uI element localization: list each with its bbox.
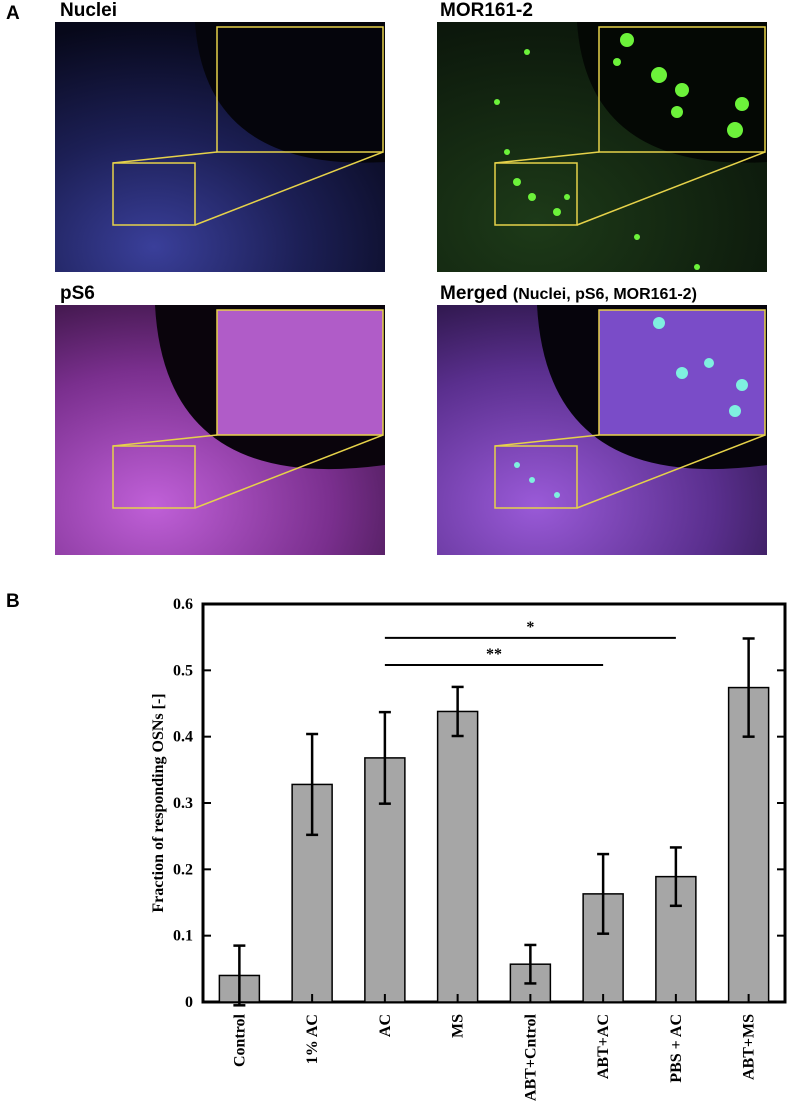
error-bar [306, 732, 319, 837]
x-tick-label: Control [231, 1013, 248, 1067]
image-label: pS6 [60, 283, 95, 304]
image-nuclei [55, 22, 385, 272]
bar [436, 710, 479, 1003]
y-tick-label: 0.5 [173, 662, 193, 679]
error-bar [742, 637, 755, 738]
y-tick-label: 0 [185, 994, 193, 1011]
x-tick-label: 1% AC [304, 1014, 321, 1064]
image-label: Merged (Nuclei, pS6, MOR161-2) [440, 283, 697, 304]
image-label: Nuclei [60, 0, 117, 21]
image-mor [437, 22, 767, 272]
bar [727, 686, 770, 1003]
image-merged [437, 305, 767, 555]
x-tick-label: MS [450, 1014, 467, 1038]
x-tick-label: ABT+MS [741, 1014, 758, 1080]
y-tick-label: 0.1 [173, 928, 193, 945]
x-tick-label: AC [377, 1014, 394, 1037]
image-label: Merged [440, 283, 508, 304]
significance-label: * [526, 619, 534, 636]
error-bar [378, 710, 391, 805]
y-tick-label: 0.4 [173, 729, 193, 746]
x-tick-label: ABT+AC [595, 1014, 612, 1079]
y-tick-label: 0.6 [173, 596, 193, 613]
x-tick-label: PBS + AC [668, 1014, 685, 1083]
y-tick-label: 0.2 [173, 861, 193, 878]
image-label: MOR161-2 [440, 0, 533, 21]
image-ps6 [55, 305, 385, 555]
error-bar [524, 943, 537, 985]
plot-frame [201, 602, 787, 1004]
panel-letter: A [6, 3, 20, 24]
x-tick-label: ABT+Cntrol [522, 1013, 539, 1101]
error-bar [669, 846, 682, 908]
image-sublabel: (Nuclei, pS6, MOR161-2) [513, 286, 697, 303]
significance-label: ** [486, 646, 502, 663]
y-tick-label: 0.3 [173, 795, 193, 812]
error-bar [451, 685, 464, 738]
y-axis-label: Fraction of responding OSNs [-] [150, 693, 167, 912]
error-bar [597, 852, 610, 935]
panel-letter: B [6, 591, 20, 612]
bar [291, 783, 333, 1003]
